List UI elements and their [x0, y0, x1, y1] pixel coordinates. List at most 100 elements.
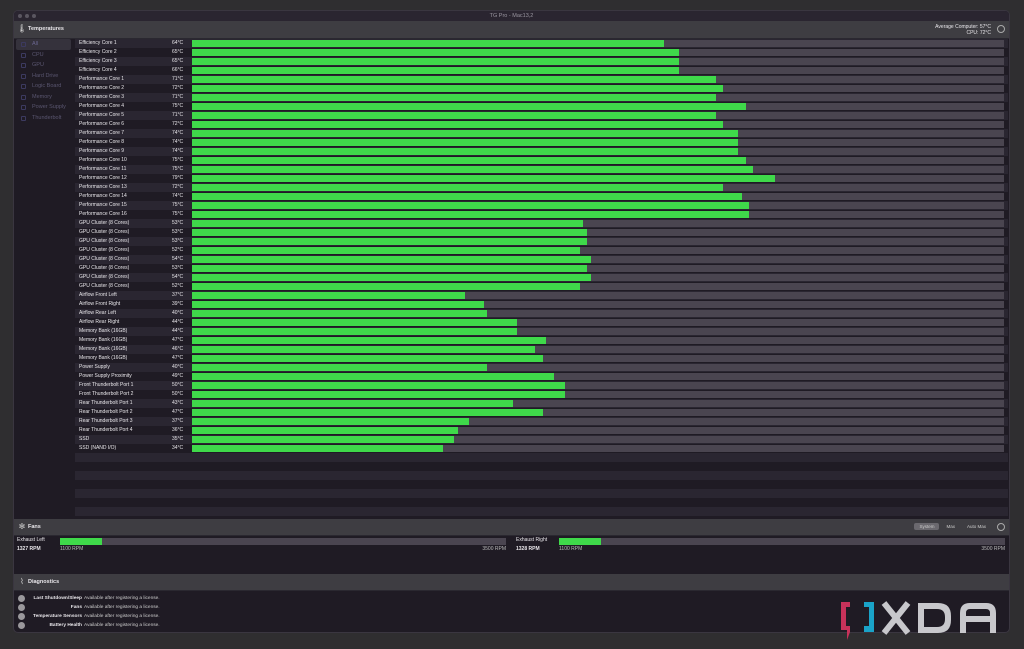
- sensor-name: Performance Core 13: [79, 184, 127, 190]
- temperature-bar-fill: [192, 76, 717, 83]
- temperature-bar-fill: [192, 193, 742, 200]
- sidebar-item-logic-board[interactable]: Logic Board: [16, 81, 71, 92]
- memory-icon: [21, 94, 26, 100]
- fan-mode-system[interactable]: System: [914, 523, 940, 530]
- sensor-name: GPU Cluster (8 Cores): [79, 229, 130, 235]
- sensor-row: Performance Core 12 79°C: [75, 174, 1008, 183]
- temperature-bar-fill: [192, 373, 554, 380]
- sensor-row: Rear Thunderbolt Port 2 47°C: [75, 408, 1008, 417]
- sidebar-item-cpu[interactable]: CPU: [16, 50, 71, 61]
- sensor-temperature: 71°C: [172, 112, 184, 118]
- status-indicator-icon: [18, 595, 25, 602]
- sensor-row: Efficiency Core 4 66°C: [75, 66, 1008, 75]
- sensor-row: GPU Cluster (8 Cores) 53°C: [75, 264, 1008, 273]
- temperature-bar-track: [192, 355, 1004, 362]
- temperature-bar-fill: [192, 220, 584, 227]
- zoom-button[interactable]: [32, 14, 36, 18]
- temperature-bar-fill: [192, 121, 724, 128]
- diagnostic-item: Last Shutdown/Sleep Available after regis…: [14, 594, 314, 603]
- sidebar-item-label: CPU: [32, 51, 44, 58]
- sensor-temperature: 49°C: [172, 373, 184, 379]
- sensor-row: Performance Core 9 74°C: [75, 147, 1008, 156]
- sidebar-item-thunderbolt[interactable]: Thunderbolt: [16, 113, 71, 124]
- temperature-bar-fill: [192, 85, 724, 92]
- temperature-bar-track: [192, 220, 1004, 227]
- sensor-row: Performance Core 13 72°C: [75, 183, 1008, 192]
- temperature-bar-track: [192, 319, 1004, 326]
- sensor-row: Performance Core 11 75°C: [75, 165, 1008, 174]
- sidebar-item-hard-drive[interactable]: Hard Drive: [16, 71, 71, 82]
- fan-icon: ✻: [18, 522, 26, 531]
- temperature-bar-track: [192, 247, 1004, 254]
- average-readout: Average Computer: 57°C CPU: 72°C: [935, 24, 991, 36]
- sensor-name: Airflow Rear Right: [79, 319, 120, 325]
- sensor-name: Performance Core 5: [79, 112, 125, 118]
- temperature-bar-fill: [192, 256, 591, 263]
- temperature-bar-track: [192, 166, 1004, 173]
- temperature-bar-track: [192, 202, 1004, 209]
- sensor-row: Performance Core 14 74°C: [75, 192, 1008, 201]
- close-button[interactable]: [18, 14, 22, 18]
- fans-title: Fans: [28, 524, 41, 530]
- temperature-bar-track: [192, 130, 1004, 137]
- sensor-name: Rear Thunderbolt Port 4: [79, 427, 133, 433]
- sensor-row: GPU Cluster (8 Cores) 53°C: [75, 237, 1008, 246]
- fan-mode-max[interactable]: Max: [946, 524, 955, 529]
- sensor-name: Performance Core 11: [79, 166, 127, 172]
- temperature-bar-track: [192, 40, 1004, 47]
- temperature-bar-fill: [192, 265, 587, 272]
- logic-board-icon: [21, 84, 26, 89]
- sensor-temperature: 72°C: [172, 121, 184, 127]
- empty-row: [75, 471, 1008, 480]
- temperatures-title: Temperatures: [28, 26, 64, 32]
- temperature-bar-fill: [192, 202, 750, 209]
- temperature-bar-fill: [192, 184, 724, 191]
- sidebar-item-power-supply[interactable]: Power Supply: [16, 102, 71, 113]
- temperature-bar-fill: [192, 337, 547, 344]
- fan-max-rpm: 3500 RPM: [981, 546, 1005, 552]
- temperature-bar-fill: [192, 292, 466, 299]
- sidebar-item-memory[interactable]: Memory: [16, 92, 71, 103]
- temperature-bar-track: [192, 76, 1004, 83]
- fan-mode-auto-max[interactable]: Auto Max: [966, 524, 986, 529]
- sidebar-item-label: Thunderbolt: [32, 114, 62, 121]
- temperature-bar-track: [192, 175, 1004, 182]
- sidebar-item-all[interactable]: All: [16, 39, 71, 50]
- sensor-name: GPU Cluster (8 Cores): [79, 238, 130, 244]
- sensor-temperature: 52°C: [172, 247, 184, 253]
- sensor-temperature: 75°C: [172, 157, 184, 163]
- sensor-temperature: 52°C: [172, 283, 184, 289]
- temperature-bar-track: [192, 157, 1004, 164]
- sensor-temperature: 54°C: [172, 256, 184, 262]
- sensor-row: Efficiency Core 3 65°C: [75, 57, 1008, 66]
- temperature-bar-track: [192, 400, 1004, 407]
- temperature-bar-track: [192, 67, 1004, 74]
- sensor-name: Performance Core 10: [79, 157, 127, 163]
- minimize-button[interactable]: [25, 14, 29, 18]
- temperature-bar-fill: [192, 211, 750, 218]
- sensor-row: Performance Core 8 74°C: [75, 138, 1008, 147]
- sensor-row: Rear Thunderbolt Port 1 43°C: [75, 399, 1008, 408]
- sensor-row: Memory Bank (16GB) 47°C: [75, 354, 1008, 363]
- temperature-bar-track: [192, 283, 1004, 290]
- fan-options-button[interactable]: [997, 523, 1005, 531]
- temperature-bar-fill: [192, 139, 739, 146]
- temperature-bar-track: [192, 58, 1004, 65]
- empty-row: [75, 498, 1008, 507]
- title-bar: TG Pro - Mac13,2: [14, 11, 1009, 21]
- temperature-bar-fill: [192, 346, 536, 353]
- sensor-temperature: 71°C: [172, 94, 184, 100]
- sensor-name: GPU Cluster (8 Cores): [79, 274, 130, 280]
- options-button[interactable]: [997, 25, 1005, 33]
- sensor-row: Performance Core 1 71°C: [75, 75, 1008, 84]
- sensor-name: Memory Bank (16GB): [79, 346, 128, 352]
- sensor-name: Rear Thunderbolt Port 3: [79, 418, 133, 424]
- sensor-name: Performance Core 1: [79, 76, 125, 82]
- sensor-temperature: 74°C: [172, 130, 184, 136]
- fan-speed-fill: [559, 538, 602, 545]
- temperature-bar-fill: [192, 148, 739, 155]
- sidebar-item-gpu[interactable]: GPU: [16, 60, 71, 71]
- sensor-row: Performance Core 3 71°C: [75, 93, 1008, 102]
- temperature-bar-track: [192, 112, 1004, 119]
- temperature-bar-fill: [192, 427, 458, 434]
